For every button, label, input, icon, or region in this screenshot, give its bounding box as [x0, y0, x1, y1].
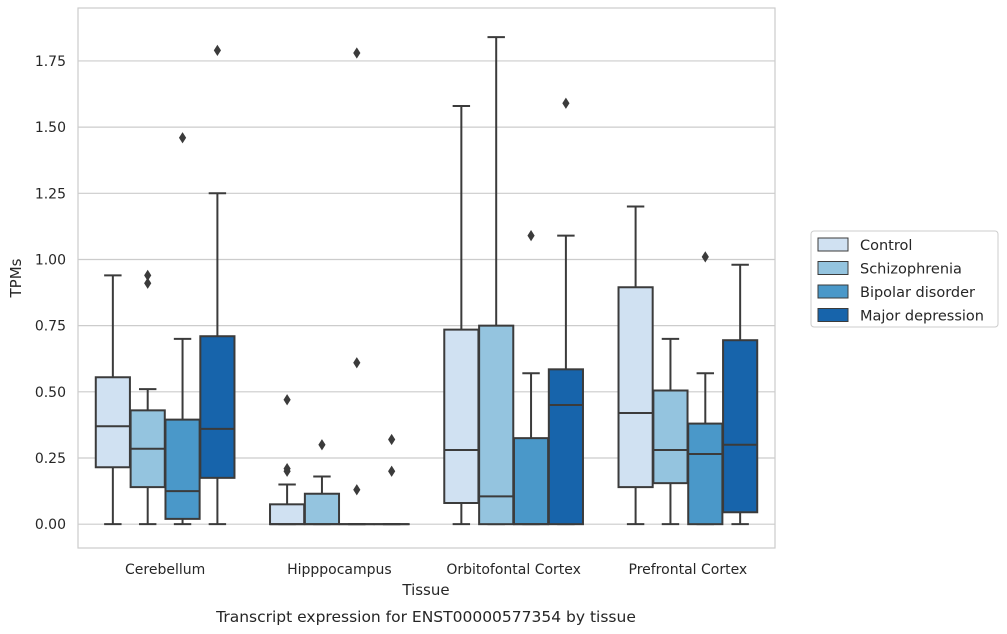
outlier-point — [353, 47, 361, 59]
legend: Control Schizophrenia Bipolar disorder Majo… — [810, 230, 999, 328]
box-iqr — [617, 286, 654, 489]
box-iqr — [722, 339, 759, 514]
y-tick-label: 1.25 — [35, 186, 66, 202]
box-iqr — [199, 335, 236, 479]
x-axis-ticks: Cerebellum Hipppocampus Orbitofontal Corte… — [125, 562, 747, 578]
outlier-point — [388, 465, 396, 477]
box-iqr — [269, 503, 306, 526]
box-iqr — [547, 368, 584, 526]
y-tick-label: 0.50 — [35, 385, 66, 401]
box-control — [617, 205, 654, 526]
outlier-point — [353, 484, 361, 496]
box-major-depression — [199, 44, 236, 526]
legend-swatch — [817, 237, 849, 252]
box-iqr — [443, 328, 480, 504]
box-schizophrenia — [129, 269, 166, 526]
box-iqr — [512, 437, 550, 526]
legend-label: Control — [860, 238, 912, 254]
y-tick-label: 1.50 — [35, 120, 66, 136]
box-iqr — [687, 422, 724, 526]
x-tick-label: Hipppocampus — [287, 562, 392, 578]
figure-caption: Transcript expression for ENST0000057735… — [215, 608, 636, 626]
outlier-point — [283, 394, 291, 406]
box-control — [443, 104, 480, 526]
outlier-point — [527, 230, 535, 242]
legend-label: Schizophrenia — [860, 262, 962, 278]
box-groups — [94, 36, 759, 526]
x-tick-label: Orbitofontal Cortex — [446, 562, 581, 578]
x-tick-label: Cerebellum — [125, 562, 205, 578]
legend-frame — [810, 230, 999, 328]
outlier-point — [144, 269, 152, 281]
legend-label: Bipolar disorder — [860, 285, 975, 301]
y-tick-label: 0.75 — [35, 319, 66, 335]
box-iqr — [303, 492, 341, 526]
y-axis-title: TPMs — [7, 258, 25, 298]
y-tick-label: 1.75 — [35, 54, 66, 70]
box-schizophrenia — [652, 337, 689, 526]
box-iqr — [652, 389, 689, 485]
y-tick-label: 0.25 — [35, 451, 66, 467]
outlier-point — [388, 433, 396, 446]
outlier-point — [178, 132, 187, 144]
outlier-point — [283, 462, 291, 475]
box-major-depression — [373, 433, 410, 526]
outlier-point — [562, 97, 570, 109]
legend-swatch — [817, 261, 849, 275]
box-control — [94, 274, 131, 526]
outlier-point — [144, 277, 152, 289]
outlier-point — [318, 439, 326, 451]
y-tick-label: 1.00 — [35, 252, 66, 268]
outlier-point — [213, 44, 221, 56]
box-schizophrenia — [478, 36, 515, 526]
outlier-point — [701, 251, 709, 263]
box-iqr — [164, 418, 201, 520]
outlier-point — [353, 357, 361, 369]
box-bipolar-disorder — [164, 132, 201, 526]
legend-swatch — [817, 284, 849, 299]
x-tick-label: Prefrontal Cortex — [629, 562, 748, 578]
x-axis-title: Tissue — [401, 581, 449, 599]
legend-label: Major depression — [860, 309, 984, 325]
legend-swatch — [817, 308, 849, 322]
box-control — [269, 394, 306, 526]
box-schizophrenia — [303, 439, 341, 526]
box-iqr — [478, 324, 515, 526]
plot-frame — [77, 7, 776, 549]
y-axis-ticks: 0.00 0.25 0.50 0.75 1.00 1.25 1.50 1.75 — [35, 54, 66, 533]
box-iqr — [94, 376, 131, 469]
box-bipolar-disorder — [687, 251, 724, 526]
y-tick-label: 0.00 — [35, 517, 66, 533]
box-major-depression — [547, 97, 584, 526]
box-major-depression — [722, 263, 759, 526]
